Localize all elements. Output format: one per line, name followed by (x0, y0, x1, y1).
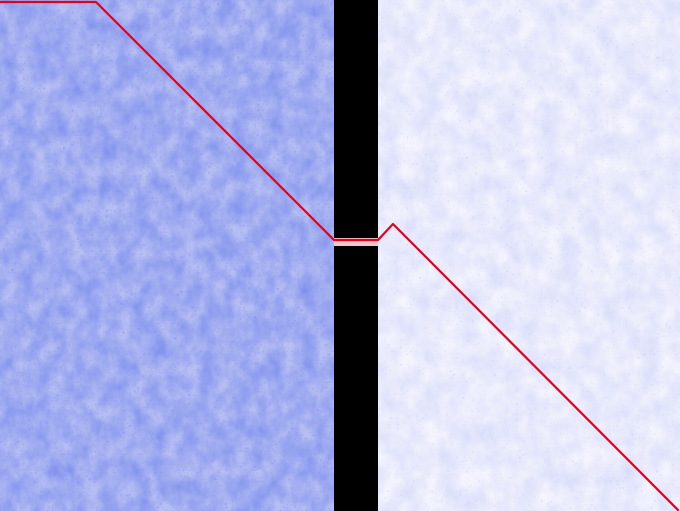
left-panel (0, 0, 334, 511)
right-panel (378, 0, 680, 511)
separator-gap (334, 238, 378, 246)
separator-top (334, 0, 378, 238)
separator-bottom (334, 246, 378, 511)
